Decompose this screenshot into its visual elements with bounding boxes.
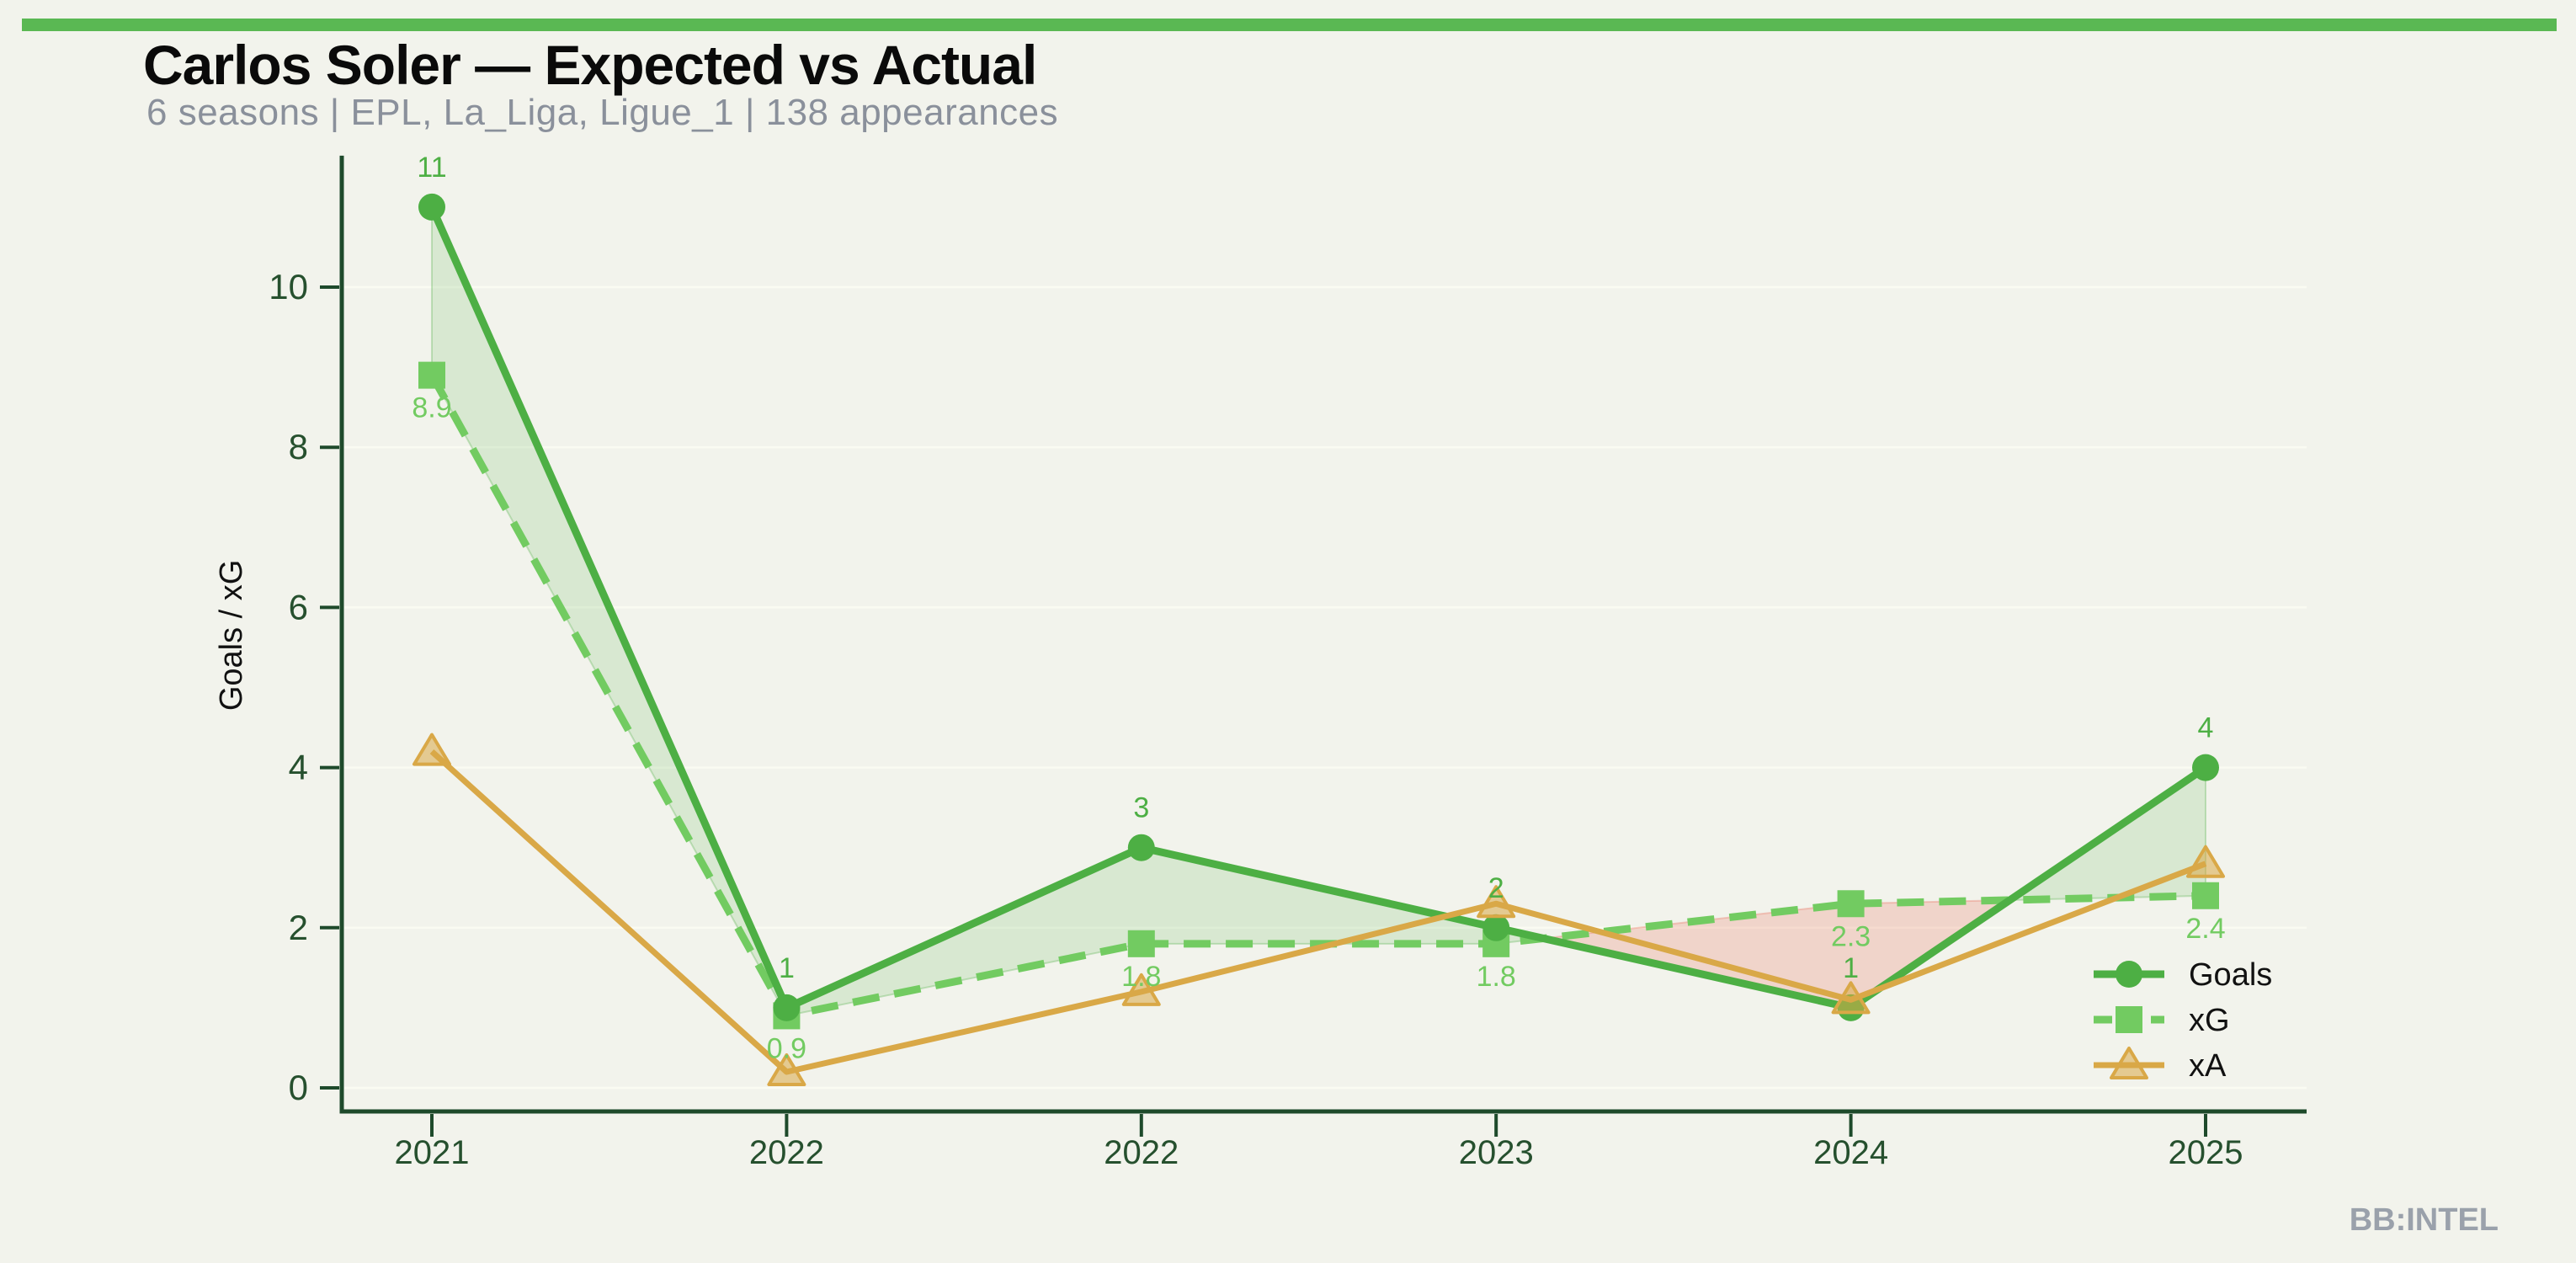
xa-marker [412, 733, 451, 766]
xa-marker [1477, 885, 1516, 919]
xa-marker [2110, 1047, 2148, 1079]
goals-point-label: 1 [779, 952, 795, 984]
xa-marker [1831, 981, 1871, 1015]
legend-item-goals: Goals [2094, 957, 2272, 993]
x-tick-label: 2023 [1459, 1134, 1534, 1171]
goals-marker [773, 994, 801, 1021]
xa-line [429, 749, 2207, 1075]
xg-marker [1127, 930, 1155, 957]
xg-line [428, 373, 2206, 1020]
xg-marker [2192, 882, 2219, 909]
x-tick-label: 2022 [1104, 1134, 1179, 1171]
fill-region-overperformance [431, 206, 1544, 1017]
x-tick-label: 2024 [1813, 1134, 1888, 1171]
xa-marker [767, 1052, 806, 1086]
goals-marker [1127, 834, 1155, 861]
goals-marker [418, 193, 445, 221]
y-axis-title: Goals / xG [214, 560, 249, 711]
xg-marker [418, 361, 445, 389]
goals-marker [2192, 754, 2219, 781]
y-tick-label: 2 [289, 908, 308, 947]
xg-marker [2116, 1006, 2142, 1033]
x-tick-label: 2021 [395, 1134, 470, 1171]
chart-title: Carlos Soler — Expected vs Actual [143, 34, 1037, 96]
xg-point-label: 1.8 [1477, 961, 1516, 993]
y-tick-label: 10 [269, 267, 308, 306]
xa-marker [2186, 845, 2225, 878]
y-tick-label: 4 [289, 748, 308, 787]
goals-marker [1482, 914, 1510, 941]
legend-item-xg: xG [2094, 1003, 2230, 1038]
y-tick-label: 6 [289, 587, 308, 626]
xg-point-label: 8.9 [412, 392, 451, 424]
x-tick-label: 2022 [749, 1134, 824, 1171]
axes: 0 2 4 6 8 10 2021 2022 2022 2023 2024 2025 Goals / x… [214, 155, 2307, 1171]
x-tick-label: 2025 [2169, 1134, 2243, 1171]
chart-subtitle: 6 seasons | EPL, La_Liga, Ligue_1 | 138 … [146, 92, 1059, 133]
legend-label-xa: xA [2189, 1048, 2227, 1084]
y-tick-label: 8 [289, 427, 308, 466]
goals-point-label: 4 [2198, 712, 2214, 744]
goals-point-label: 3 [1133, 792, 1149, 824]
xa-marker [1121, 973, 1161, 1006]
xa-series [412, 733, 2225, 1086]
xg-marker [1837, 890, 1865, 918]
legend-item-xa: xA [2094, 1047, 2227, 1084]
xg-point-label: 0.9 [767, 1032, 806, 1064]
goals-point-label: 2 [1488, 872, 1504, 904]
goals-line [428, 205, 2208, 1012]
legend-label-xg: xG [2189, 1003, 2230, 1038]
legend-label-goals: Goals [2189, 957, 2272, 993]
legend: Goals xG xA [2094, 957, 2272, 1084]
goals-point-label: 11 [417, 152, 446, 184]
xg-point-label: 1.8 [1121, 961, 1161, 993]
fill-regions [431, 206, 2206, 1017]
goals-marker [2116, 961, 2142, 988]
xg-point-label: 2.3 [1831, 920, 1871, 952]
goals-point-label: 1 [1843, 952, 1859, 984]
brand-watermark: BB:INTEL [2349, 1202, 2499, 1238]
gridlines [344, 285, 2307, 1090]
top-accent-bar [22, 19, 2557, 31]
y-tick-label: 0 [289, 1068, 308, 1107]
xg-point-label: 2.4 [2185, 913, 2225, 945]
